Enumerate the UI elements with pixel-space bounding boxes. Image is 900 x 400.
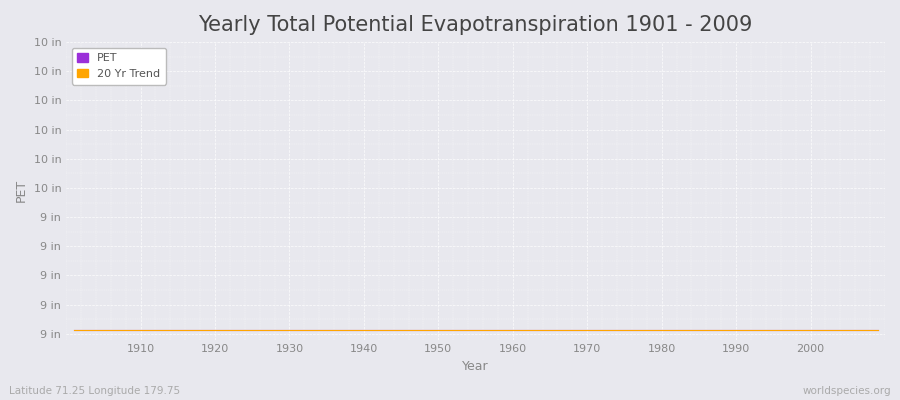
PET (508, 328, 518, 332)
PET (500, 328, 511, 332)
X-axis label: Year: Year (463, 360, 489, 373)
PET (68, 328, 79, 332)
20 Yr Trend (337, 328, 347, 332)
PET (597, 328, 608, 332)
PET (128, 328, 139, 332)
Text: Latitude 71.25 Longitude 179.75: Latitude 71.25 Longitude 179.75 (9, 386, 180, 396)
Title: Yearly Total Potential Evapotranspiration 1901 - 2009: Yearly Total Potential Evapotranspiratio… (198, 15, 752, 35)
20 Yr Trend (597, 328, 608, 332)
Legend: PET, 20 Yr Trend: PET, 20 Yr Trend (72, 48, 166, 84)
20 Yr Trend (500, 328, 511, 332)
20 Yr Trend (872, 328, 883, 332)
20 Yr Trend (292, 328, 302, 332)
PET (292, 328, 302, 332)
Text: worldspecies.org: worldspecies.org (803, 386, 891, 396)
PET (872, 328, 883, 332)
20 Yr Trend (128, 328, 139, 332)
20 Yr Trend (68, 328, 79, 332)
Y-axis label: PET: PET (15, 179, 28, 202)
20 Yr Trend (508, 328, 518, 332)
PET (337, 328, 347, 332)
